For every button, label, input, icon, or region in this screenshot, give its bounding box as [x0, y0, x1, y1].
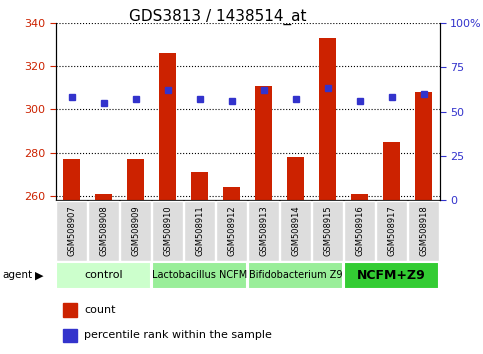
FancyBboxPatch shape — [344, 201, 375, 261]
Text: Bifidobacterium Z9: Bifidobacterium Z9 — [249, 270, 342, 280]
Text: GSM508908: GSM508908 — [99, 206, 108, 256]
Text: GSM508917: GSM508917 — [387, 206, 396, 256]
FancyBboxPatch shape — [248, 262, 343, 289]
FancyBboxPatch shape — [344, 262, 439, 289]
Bar — [415, 92, 432, 200]
Text: GSM508909: GSM508909 — [131, 206, 140, 256]
Text: GSM508916: GSM508916 — [355, 206, 364, 256]
Text: percentile rank within the sample: percentile rank within the sample — [85, 330, 272, 340]
Bar — [383, 142, 400, 200]
FancyBboxPatch shape — [56, 201, 87, 261]
Text: GSM508907: GSM508907 — [67, 206, 76, 256]
Bar — [159, 53, 176, 200]
FancyBboxPatch shape — [152, 201, 183, 261]
Text: GSM508918: GSM508918 — [419, 206, 428, 256]
Bar — [223, 187, 241, 200]
FancyBboxPatch shape — [56, 262, 151, 289]
Text: GSM508915: GSM508915 — [323, 206, 332, 256]
Text: GSM508911: GSM508911 — [195, 206, 204, 256]
Text: agent: agent — [2, 270, 32, 280]
Text: NCFM+Z9: NCFM+Z9 — [357, 269, 426, 282]
Text: ▶: ▶ — [35, 270, 44, 280]
FancyBboxPatch shape — [408, 201, 439, 261]
Text: GSM508914: GSM508914 — [291, 206, 300, 256]
FancyBboxPatch shape — [152, 262, 247, 289]
Bar — [63, 329, 77, 342]
FancyBboxPatch shape — [184, 201, 215, 261]
Bar — [255, 86, 272, 200]
FancyBboxPatch shape — [376, 201, 407, 261]
FancyBboxPatch shape — [88, 201, 119, 261]
FancyBboxPatch shape — [280, 201, 311, 261]
Bar — [319, 38, 336, 200]
Bar — [63, 303, 77, 317]
Text: count: count — [85, 305, 116, 315]
Bar — [63, 159, 80, 200]
FancyBboxPatch shape — [312, 201, 343, 261]
Text: GSM508913: GSM508913 — [259, 206, 268, 256]
Bar — [95, 194, 113, 200]
Text: GDS3813 / 1438514_at: GDS3813 / 1438514_at — [128, 9, 306, 25]
Text: Lactobacillus NCFM: Lactobacillus NCFM — [152, 270, 247, 280]
FancyBboxPatch shape — [120, 201, 151, 261]
FancyBboxPatch shape — [216, 201, 247, 261]
Text: GSM508910: GSM508910 — [163, 206, 172, 256]
FancyBboxPatch shape — [248, 201, 279, 261]
Bar — [127, 159, 144, 200]
Text: control: control — [84, 270, 123, 280]
Bar — [287, 157, 304, 200]
Text: GSM508912: GSM508912 — [227, 206, 236, 256]
Bar — [351, 194, 369, 200]
Bar — [191, 172, 208, 200]
